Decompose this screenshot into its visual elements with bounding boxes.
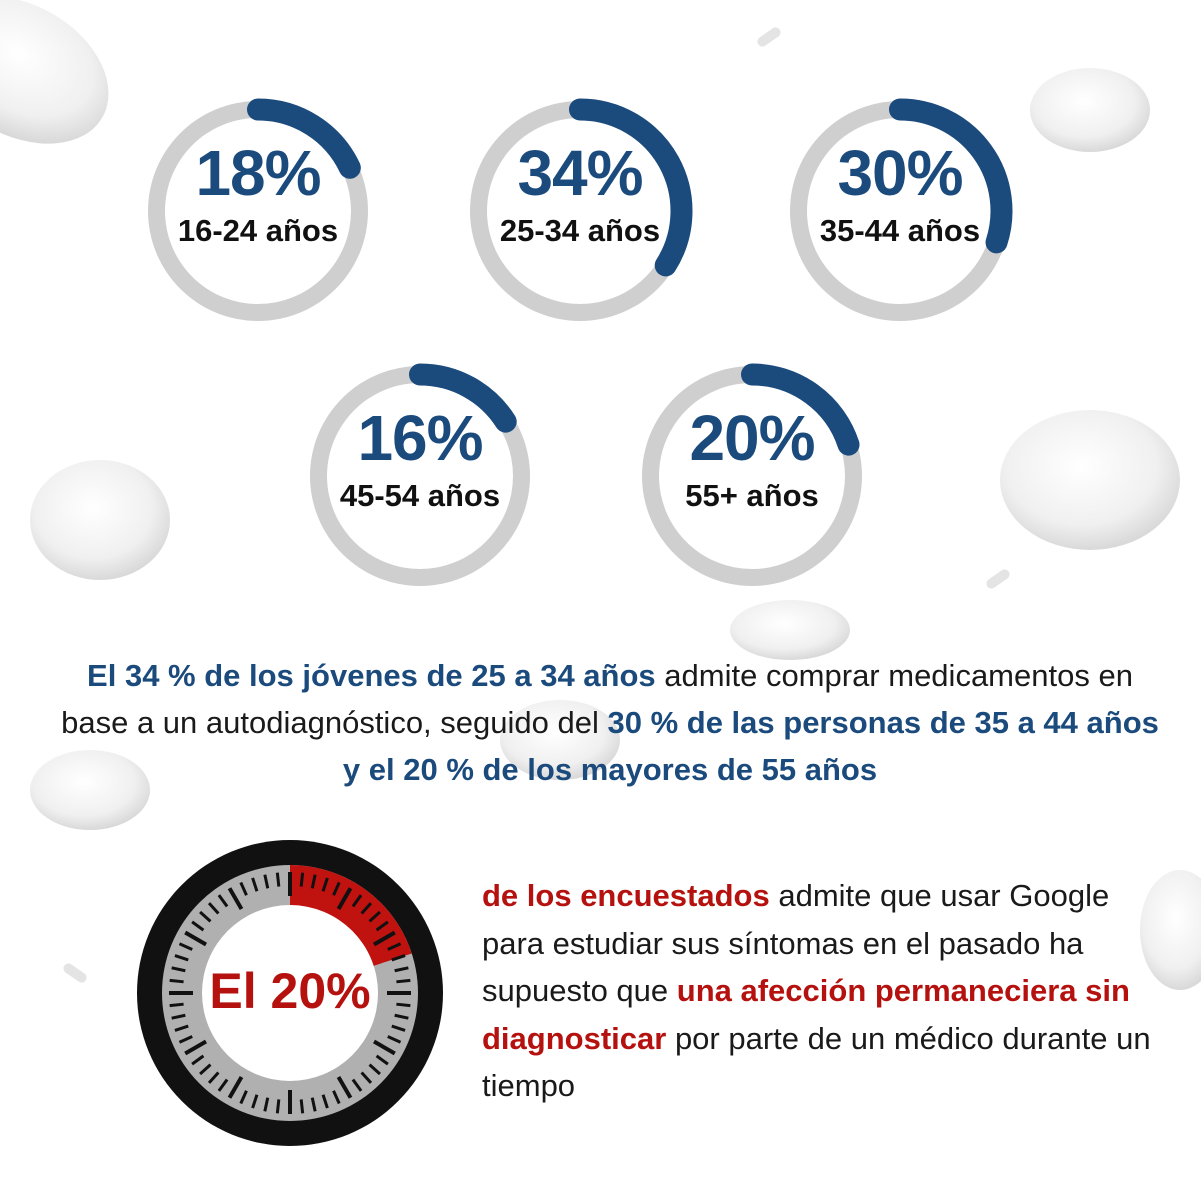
ring-chart-55-plus: 20% 55+ años <box>632 356 872 596</box>
ring-age-label: 45-54 años <box>339 478 501 513</box>
ring-progress-arc <box>569 98 693 277</box>
summary-body: admite comprar medicamentos en base a un… <box>61 658 1133 740</box>
finding-highlight-respondents: de los encuestados <box>482 878 770 913</box>
stopwatch-tick <box>263 874 270 889</box>
ring-percentage: 18% <box>195 137 321 209</box>
ring-percentage: 30% <box>837 137 963 209</box>
stopwatch-tick <box>332 1090 341 1105</box>
stopwatch-tick <box>227 887 244 910</box>
stopwatch-tick <box>207 902 220 915</box>
stopwatch-tick <box>387 942 402 951</box>
summary-highlight-25-34: El 34 % de los jóvenes de 25 a 34 años <box>87 658 656 693</box>
stopwatch-tick <box>368 910 381 923</box>
ring-chart-16-24: 18% 16-24 años <box>138 91 378 331</box>
stopwatch-tick <box>336 887 353 910</box>
finding-body-2: por parte de un médico durante un tiempo <box>482 1020 1151 1104</box>
stopwatch-tick <box>184 930 207 947</box>
finding-body-1: admite que usar Google para estudiar sus… <box>482 878 1110 1008</box>
ring-age-label: 35-44 años <box>819 213 981 248</box>
stopwatch-tick <box>251 877 259 892</box>
ring-percentage: 34% <box>517 137 643 209</box>
stopwatch-tick <box>375 920 389 932</box>
stopwatch-tick <box>375 1054 389 1066</box>
ring-chart-45-54: 16% 45-54 años <box>300 356 540 596</box>
ring-percentage: 20% <box>689 402 815 474</box>
stopwatch-tick <box>169 1002 184 1008</box>
summary-text: El 34 % de los jóvenes de 25 a 34 años a… <box>60 652 1160 793</box>
stopwatch-tick <box>199 910 212 923</box>
stopwatch-label: El 20% <box>209 963 371 1019</box>
stopwatch-tick <box>171 1013 186 1020</box>
stopwatch-tick <box>299 872 305 887</box>
stopwatch-tick <box>263 1097 270 1112</box>
stopwatch-icon: El 20% <box>135 838 445 1148</box>
stopwatch-tick <box>275 1099 281 1114</box>
ring-progress-arc <box>247 98 361 179</box>
stopwatch-tick <box>217 1078 229 1092</box>
ring-progress-arc <box>889 98 1013 254</box>
ring-progress-arc <box>741 363 860 456</box>
stopwatch-tick <box>351 1078 363 1092</box>
stopwatch-tick <box>171 966 186 973</box>
ring-age-label: 16-24 años <box>177 213 339 248</box>
stopwatch-tick <box>207 1071 220 1084</box>
stopwatch-tick <box>191 1054 205 1066</box>
stopwatch-tick <box>174 1024 189 1032</box>
stopwatch-tick <box>321 1094 329 1109</box>
stopwatch-tick <box>251 1094 259 1109</box>
stopwatch-tick <box>239 881 248 896</box>
stopwatch-tick <box>174 954 189 962</box>
stopwatch-tick <box>217 894 229 908</box>
stopwatch-tick <box>360 902 373 915</box>
stopwatch-tick <box>396 978 411 984</box>
stopwatch-tick <box>169 978 184 984</box>
ring-progress-arc <box>409 363 517 433</box>
stopwatch-tick <box>310 874 317 889</box>
finding-text: de los encuestados admite que usar Googl… <box>482 872 1162 1110</box>
stopwatch-tick <box>391 1024 406 1032</box>
stopwatch-tick <box>310 1097 317 1112</box>
ring-age-label: 25-34 años <box>499 213 661 248</box>
stopwatch-tick <box>184 1039 207 1056</box>
stopwatch-tick <box>275 872 281 887</box>
stopwatch-tick <box>336 1076 353 1099</box>
stopwatch-tick <box>396 1002 411 1008</box>
stopwatch-tick <box>227 1076 244 1099</box>
stopwatch-tick <box>321 877 329 892</box>
summary-highlight-35-55: 30 % de las personas de 35 a 44 años y e… <box>342 705 1159 787</box>
stopwatch-tick <box>332 881 341 896</box>
stopwatch-tick <box>387 1035 402 1044</box>
ring-chart-35-44: 30% 35-44 años <box>780 91 1020 331</box>
stopwatch-tick <box>299 1099 305 1114</box>
ring-percentage: 16% <box>357 402 483 474</box>
stopwatch-tick <box>394 1013 409 1020</box>
stopwatch-tick <box>239 1090 248 1105</box>
stopwatch-tick <box>373 930 396 947</box>
stopwatch-tick <box>351 894 363 908</box>
stopwatch-tick <box>368 1063 381 1076</box>
stopwatch-tick <box>394 966 409 973</box>
ring-age-label: 55+ años <box>685 478 819 513</box>
ring-chart-25-34: 34% 25-34 años <box>460 91 700 331</box>
stopwatch-tick <box>373 1039 396 1056</box>
stopwatch-tick <box>178 1035 193 1044</box>
stopwatch-tick <box>191 920 205 932</box>
stopwatch-tick <box>391 954 406 962</box>
stopwatch-tick <box>360 1071 373 1084</box>
finding-highlight-undiagnosed: una afección permaneciera sin diagnostic… <box>482 973 1130 1056</box>
stopwatch-tick <box>178 942 193 951</box>
stopwatch-tick <box>199 1063 212 1076</box>
